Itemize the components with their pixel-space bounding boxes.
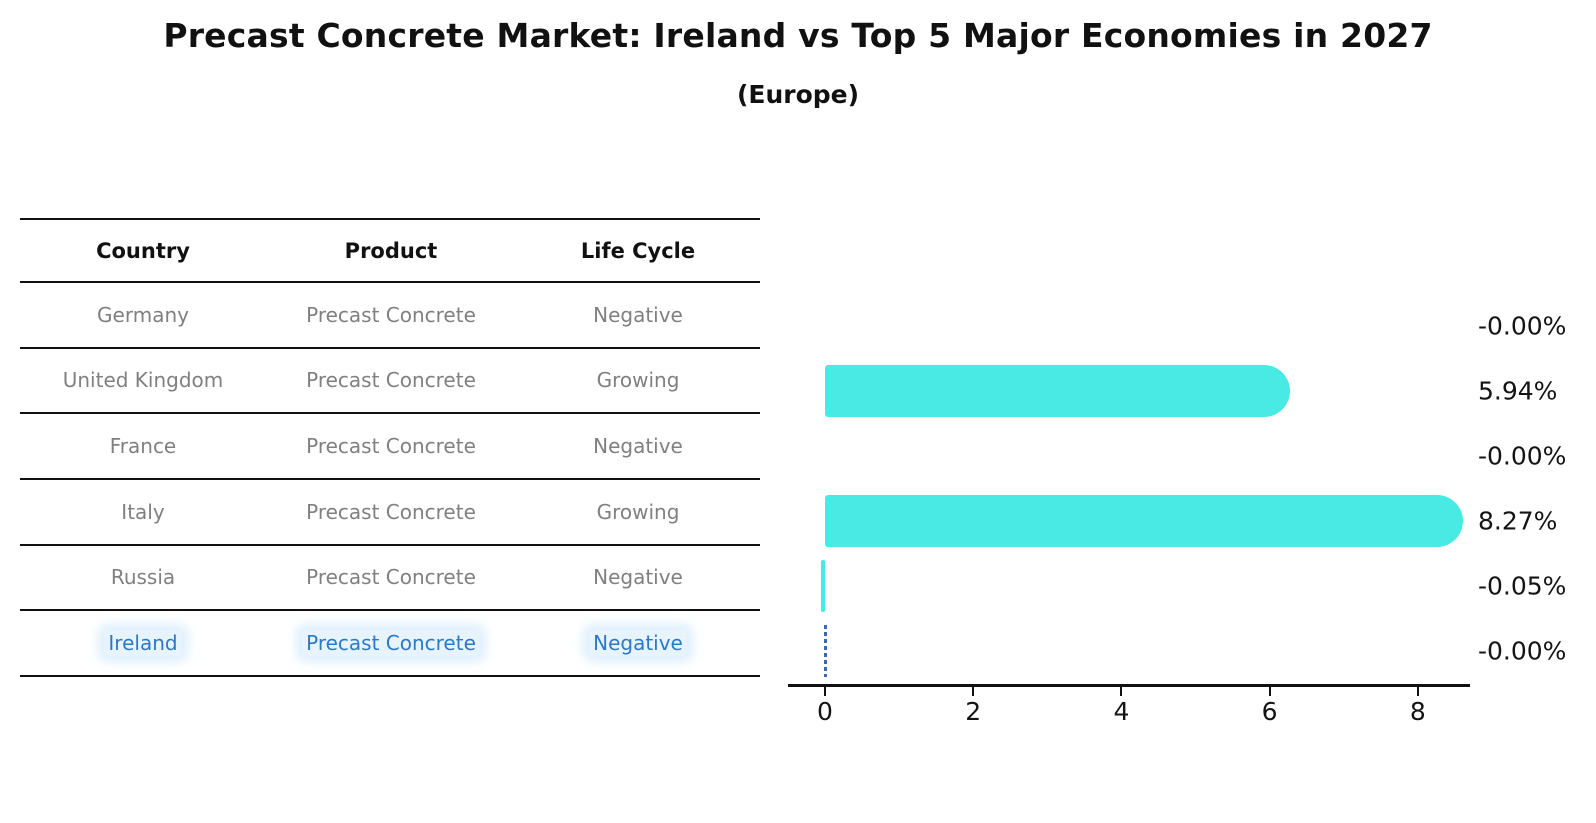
cell-life-cycle: Negative bbox=[516, 434, 760, 458]
cell-life-cycle: Negative bbox=[516, 565, 760, 589]
x-tick-4 bbox=[1120, 687, 1123, 696]
cell-life-cycle-text: Growing bbox=[596, 368, 680, 393]
cell-life-cycle-text: Negative bbox=[593, 302, 683, 327]
x-tick-label-4: 4 bbox=[1113, 697, 1130, 726]
cell-life-cycle-text: Negative bbox=[593, 565, 683, 590]
value-label-germany: -0.00% bbox=[1478, 311, 1567, 341]
cell-product-text: Precast Concrete bbox=[306, 368, 476, 393]
column-header-life-cycle: Life Cycle bbox=[580, 238, 696, 263]
value-label-united-kingdom: 5.94% bbox=[1478, 376, 1558, 406]
x-tick-0 bbox=[824, 687, 826, 696]
x-axis-line bbox=[788, 684, 1470, 687]
x-tick-label-0: 0 bbox=[817, 697, 833, 726]
x-tick-8 bbox=[1416, 687, 1419, 696]
table-row-united-kingdom: United Kingdom Precast Concrete Growing bbox=[20, 349, 760, 415]
chart-title: Precast Concrete Market: Ireland vs Top … bbox=[163, 16, 1433, 55]
cell-country-text: France bbox=[109, 434, 177, 459]
cell-life-cycle-text: Negative bbox=[589, 630, 687, 657]
cell-life-cycle-text: Growing bbox=[596, 499, 680, 524]
value-label-ireland: -0.00% bbox=[1478, 636, 1567, 666]
x-tick-label-2: 2 bbox=[965, 697, 982, 726]
cell-country: Ireland bbox=[20, 630, 266, 657]
table-row-ireland: Ireland Precast Concrete Negative bbox=[20, 611, 760, 677]
x-tick-label-8: 8 bbox=[1409, 697, 1426, 726]
value-label-russia: -0.05% bbox=[1478, 571, 1567, 601]
cell-product: Precast Concrete bbox=[266, 368, 516, 392]
cell-country-text: Russia bbox=[110, 565, 176, 590]
chart-subtitle: (Europe) bbox=[736, 80, 860, 109]
table-row-france: France Precast Concrete Negative bbox=[20, 414, 760, 480]
bar-united-kingdom bbox=[825, 365, 1291, 417]
x-tick-2 bbox=[972, 687, 975, 696]
cell-life-cycle: Growing bbox=[516, 500, 760, 524]
cell-product-text: Precast Concrete bbox=[302, 630, 480, 657]
cell-product: Precast Concrete bbox=[266, 303, 516, 327]
column-header-country: Country bbox=[96, 238, 190, 263]
value-label-france: -0.00% bbox=[1478, 441, 1567, 471]
cell-country-text: Italy bbox=[121, 499, 165, 524]
cell-product-text: Precast Concrete bbox=[306, 499, 476, 524]
table-body: Germany Precast Concrete Negative United Ki… bbox=[20, 283, 760, 677]
cell-country: Russia bbox=[20, 565, 266, 589]
value-label-italy: 8.27% bbox=[1478, 506, 1558, 536]
cell-product: Precast Concrete bbox=[266, 630, 516, 657]
table-row-russia: Russia Precast Concrete Negative bbox=[20, 546, 760, 612]
cell-country-text: Germany bbox=[97, 302, 189, 327]
x-tick-6 bbox=[1268, 687, 1271, 696]
cell-life-cycle: Negative bbox=[516, 630, 760, 657]
cell-product-text: Precast Concrete bbox=[306, 434, 476, 459]
cell-life-cycle-text: Negative bbox=[593, 434, 683, 459]
x-tick-label-6: 6 bbox=[1261, 697, 1278, 726]
table-row-germany: Germany Precast Concrete Negative bbox=[20, 283, 760, 349]
table-row-italy: Italy Precast Concrete Growing bbox=[20, 480, 760, 546]
cell-country: Germany bbox=[20, 303, 266, 327]
cell-product: Precast Concrete bbox=[266, 565, 516, 589]
cell-product: Precast Concrete bbox=[266, 434, 516, 458]
cell-country: United Kingdom bbox=[20, 368, 266, 392]
cell-life-cycle: Growing bbox=[516, 368, 760, 392]
country-table: Country Product Life Cycle Germany Precas… bbox=[20, 218, 760, 677]
cell-product-text: Precast Concrete bbox=[306, 302, 476, 327]
bar-russia bbox=[821, 560, 825, 612]
table-header-row: Country Product Life Cycle bbox=[20, 218, 760, 283]
cell-country-text: Ireland bbox=[104, 630, 182, 657]
cell-product: Precast Concrete bbox=[266, 500, 516, 524]
cell-product-text: Precast Concrete bbox=[306, 565, 476, 590]
cell-country: France bbox=[20, 434, 266, 458]
column-header-product: Product bbox=[344, 238, 438, 263]
bar-italy bbox=[825, 495, 1463, 547]
ireland-zero-dashed-line bbox=[823, 625, 827, 677]
cell-life-cycle: Negative bbox=[516, 303, 760, 327]
cell-country: Italy bbox=[20, 500, 266, 524]
cell-country-text: United Kingdom bbox=[62, 368, 224, 393]
